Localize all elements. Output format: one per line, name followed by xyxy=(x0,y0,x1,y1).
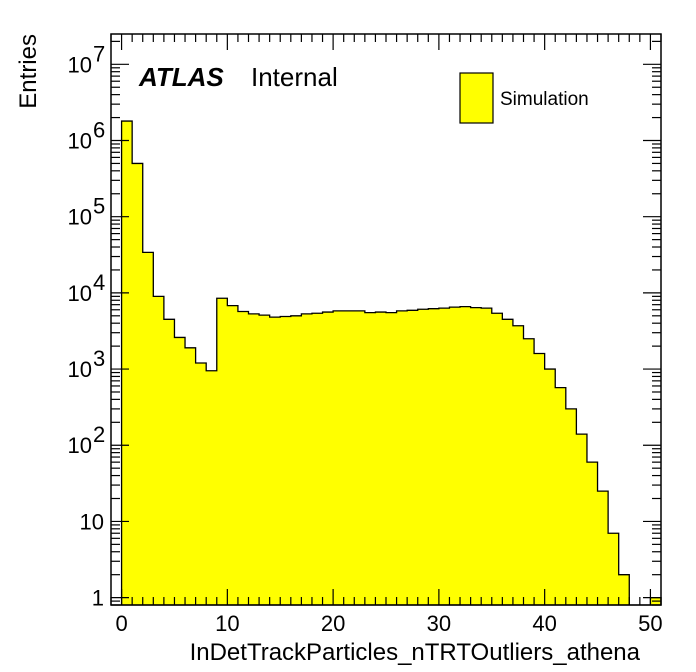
x-tick-label: 50 xyxy=(638,611,662,636)
atlas-label: ATLAS xyxy=(138,62,224,92)
y-tick-exponent: 3 xyxy=(93,346,105,371)
y-tick-exponent: 7 xyxy=(93,41,105,66)
x-tick-label: 40 xyxy=(532,611,556,636)
y-tick-label: 10 xyxy=(80,509,104,534)
y-tick-exponent: 2 xyxy=(93,422,105,447)
y-tick-label: 10 xyxy=(68,357,92,382)
y-tick-exponent: 4 xyxy=(93,270,105,295)
histogram-series-simulation xyxy=(111,120,662,606)
x-axis-title: InDetTrackParticles_nTRTOutliers_athena xyxy=(190,639,641,666)
y-tick-label: 10 xyxy=(68,129,92,154)
x-tick-label: 30 xyxy=(427,611,451,636)
y-tick-label: 10 xyxy=(68,433,92,458)
legend-swatch-simulation xyxy=(459,72,494,124)
y-tick-label: 10 xyxy=(68,205,92,230)
y-tick-exponent: 5 xyxy=(93,194,105,219)
y-tick-label: 1 xyxy=(92,586,104,611)
legend-label-simulation: Simulation xyxy=(500,89,589,110)
x-tick-label: 10 xyxy=(215,611,239,636)
y-tick-label: 10 xyxy=(68,281,92,306)
x-axis-ticks: 0 10 20 30 40 50 xyxy=(110,34,663,636)
y-axis-title: Entries xyxy=(15,34,42,109)
y-tick-label: 10 xyxy=(68,52,92,77)
x-tick-label: 0 xyxy=(115,611,127,636)
internal-label: Internal xyxy=(251,62,338,92)
y-tick-exponent: 6 xyxy=(93,118,105,143)
x-tick-label: 20 xyxy=(321,611,345,636)
